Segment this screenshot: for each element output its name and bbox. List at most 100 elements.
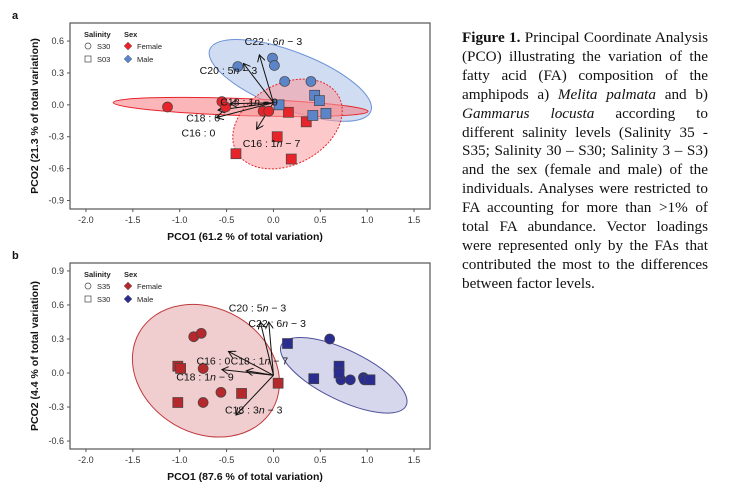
point-square xyxy=(230,148,242,160)
vector-arrow xyxy=(230,103,274,104)
vector-arrow xyxy=(222,370,274,376)
legend-sex-label: Male xyxy=(137,295,153,304)
legend-title-sex: Sex xyxy=(124,270,138,279)
legend-sex-label: Female xyxy=(137,42,162,51)
y-tick-label: 0.3 xyxy=(51,68,64,78)
point-square xyxy=(308,373,320,385)
point-square xyxy=(285,153,297,165)
legend-salinity-label: S30 xyxy=(97,295,110,304)
x-tick-label: 0.0 xyxy=(267,455,280,465)
x-tick-label: -1.0 xyxy=(172,455,188,465)
x-tick-label: 1.5 xyxy=(408,215,421,225)
vector-label: C22 : 6n − 3 xyxy=(245,36,303,48)
point-circle xyxy=(197,363,209,374)
legend-sex-label: Female xyxy=(137,282,162,291)
legend-circle-icon xyxy=(84,42,92,50)
x-tick-label: 0.0 xyxy=(267,215,280,225)
y-tick-label: -0.6 xyxy=(48,436,64,446)
point-square xyxy=(364,374,376,386)
point-square xyxy=(271,131,283,143)
legend-sex-label: Male xyxy=(137,55,153,64)
x-tick-label: -1.0 xyxy=(172,215,188,225)
point-circle xyxy=(215,386,227,398)
vector-arrow xyxy=(259,55,274,103)
vector-label: C22 : 6n − 3 xyxy=(248,318,306,330)
legend-diamond-icon xyxy=(123,294,133,304)
point-square xyxy=(236,388,247,399)
pco-plot-a: C22 : 6n − 3 C20 : 5n − 3 C18 : 1n − 9C18 … xyxy=(29,22,431,243)
vector-arrow xyxy=(260,322,274,376)
y-tick-label: 0.0 xyxy=(51,100,64,110)
x-tick-label: 0.5 xyxy=(314,455,327,465)
point-square xyxy=(272,377,284,389)
point-square xyxy=(283,106,294,118)
x-tick-label: -0.5 xyxy=(219,215,235,225)
vector-label: C20 : 5n − 3 xyxy=(229,302,287,314)
x-tick-label: -1.5 xyxy=(125,455,141,465)
x-tick-label: -1.5 xyxy=(125,215,141,225)
legend-diamond-icon xyxy=(123,41,133,51)
vector-arrow xyxy=(269,322,274,376)
point-circle xyxy=(162,101,173,113)
point-circle xyxy=(279,76,291,87)
point-circle xyxy=(324,333,336,345)
point-square xyxy=(333,367,345,379)
x-tick-label: 0.5 xyxy=(314,215,327,225)
y-tick-label: 0.6 xyxy=(51,300,64,310)
caption-species-a: Melita palmata xyxy=(557,85,656,103)
point-circle xyxy=(344,374,356,386)
y-axis-label: PCO2 (4.4 % of total variation) xyxy=(29,281,41,431)
point-square xyxy=(273,99,285,111)
data-points xyxy=(162,52,332,165)
y-axis-label: PCO2 (21.3 % of total variation) xyxy=(29,38,41,194)
vector-label: C16 : 1n − 7 xyxy=(243,138,301,150)
point-circle xyxy=(232,61,244,72)
y-tick-label: -0.3 xyxy=(48,132,64,142)
panel-label-b: b xyxy=(12,250,19,262)
y-tick-label: -0.3 xyxy=(48,402,64,412)
legend-salinity-label: S35 xyxy=(97,282,110,291)
point-square xyxy=(320,107,332,119)
caption-label: Figure 1. xyxy=(462,29,521,46)
legend-diamond-icon xyxy=(123,281,133,291)
vector-loadings xyxy=(222,322,274,415)
point-square xyxy=(307,110,319,121)
vector-label: C18 : 1n − 9 xyxy=(176,371,234,383)
x-axis-label: PCO1 (61.2 % of total variation) xyxy=(167,231,323,243)
y-tick-label: 0.9 xyxy=(51,266,64,276)
point-square xyxy=(300,116,312,128)
vector-label: C18 : 3n − 3 xyxy=(225,404,283,416)
legend-diamond-icon xyxy=(123,54,133,64)
caption-text-3: according to different salinity levels (… xyxy=(462,104,708,292)
legend-square-icon xyxy=(84,295,92,303)
point-circle xyxy=(269,60,280,71)
y-tick-label: 0.0 xyxy=(51,368,64,378)
legend-square-icon xyxy=(84,55,92,63)
legend-title-salinity: Salinity xyxy=(84,30,112,39)
x-axis-label: PCO1 (87.6 % of total variation) xyxy=(167,471,323,483)
figure-caption: Figure 1. Principal Coordinate Analysis … xyxy=(462,29,708,294)
point-circle xyxy=(263,105,275,117)
caption-text-1: Principal Coordinate Analysis (PCO) illu… xyxy=(462,29,709,103)
vector-label: C18 : 1n − 9 xyxy=(220,96,278,108)
legend: Salinity Sex S35 S30 Female Male xyxy=(84,270,162,304)
legend-title-sex: Sex xyxy=(124,30,138,39)
point-square xyxy=(175,363,186,374)
x-tick-label: 1.0 xyxy=(361,215,374,225)
x-tick-label: -0.5 xyxy=(219,455,235,465)
y-tick-label: -0.9 xyxy=(48,195,64,205)
panel-label-a: a xyxy=(12,10,19,22)
vector-label: C16 : 0 xyxy=(182,127,216,139)
y-tick-label: -0.6 xyxy=(48,164,64,174)
legend-circle-icon xyxy=(84,282,92,290)
vector-arrow xyxy=(243,63,274,104)
legend-salinity-label: S30 xyxy=(97,42,110,51)
point-circle xyxy=(195,327,207,339)
vector-arrow xyxy=(236,374,274,415)
caption-species-b: Gammarus locusta xyxy=(462,104,595,122)
x-tick-label: -2.0 xyxy=(78,455,94,465)
point-circle xyxy=(305,76,317,87)
point-circle xyxy=(220,101,231,113)
x-tick-label: 1.0 xyxy=(361,455,374,465)
